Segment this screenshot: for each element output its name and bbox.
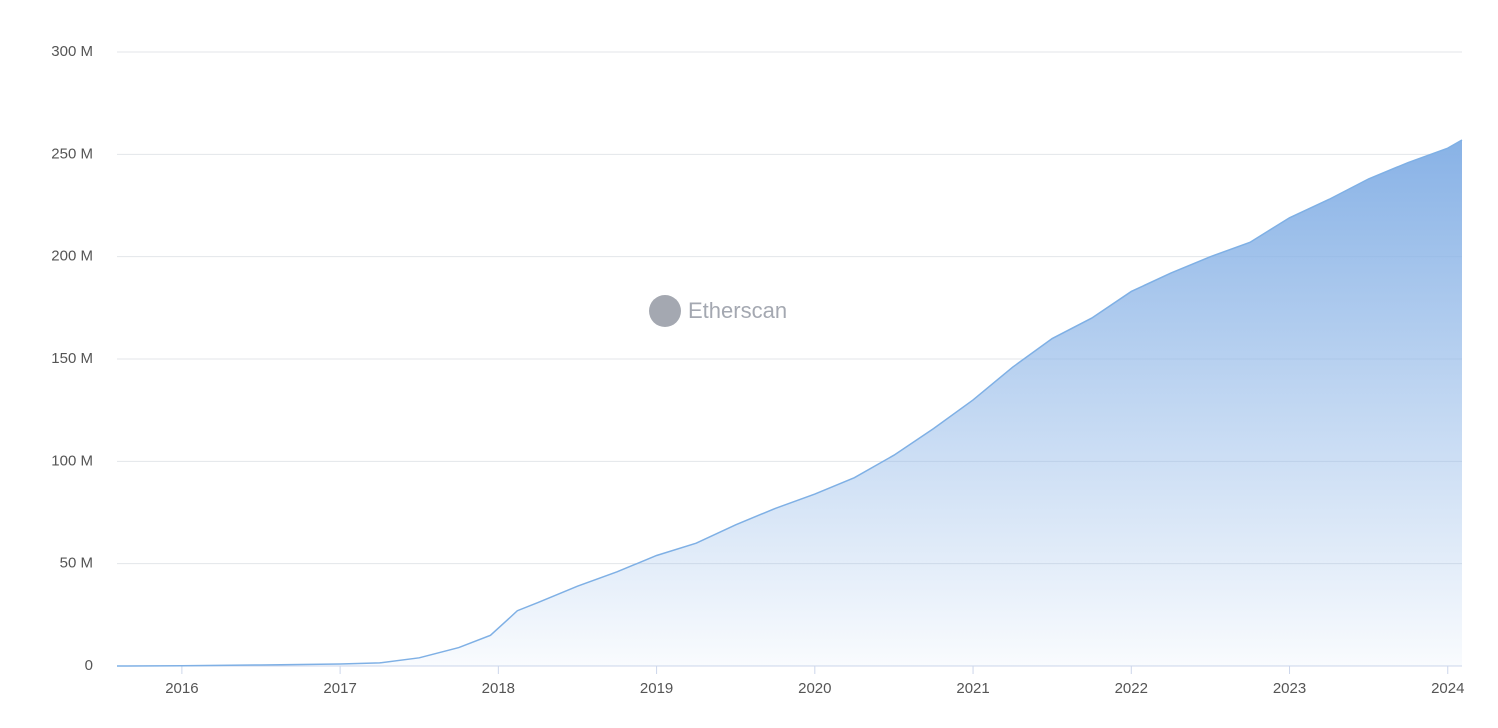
- x-tick-label: 2017: [323, 680, 356, 697]
- y-tick-label: 200 M: [51, 248, 93, 265]
- x-tick-label: 2019: [640, 680, 673, 697]
- y-tick-label: 50 M: [60, 555, 93, 572]
- x-tick-label: 2022: [1115, 680, 1148, 697]
- y-tick-label: 250 M: [51, 145, 93, 162]
- area: [117, 140, 1462, 667]
- x-tick-label: 2021: [956, 680, 989, 697]
- y-tick-label: 100 M: [51, 452, 93, 469]
- y-tick-label: 150 M: [51, 350, 93, 367]
- y-tick-label: 300 M: [51, 43, 93, 60]
- watermark-text: Etherscan: [688, 298, 787, 323]
- x-tick-label: 2018: [482, 680, 515, 697]
- line: [116, 139, 1463, 667]
- y-tick-label: 0: [85, 657, 93, 674]
- watermark: Etherscan: [649, 295, 787, 327]
- x-tick-label: 2024: [1431, 680, 1464, 697]
- x-tick-label: 2016: [165, 680, 198, 697]
- x-tick-label: 2023: [1273, 680, 1306, 697]
- watermark-logo: [649, 295, 681, 327]
- x-tick-label: 2020: [798, 680, 831, 697]
